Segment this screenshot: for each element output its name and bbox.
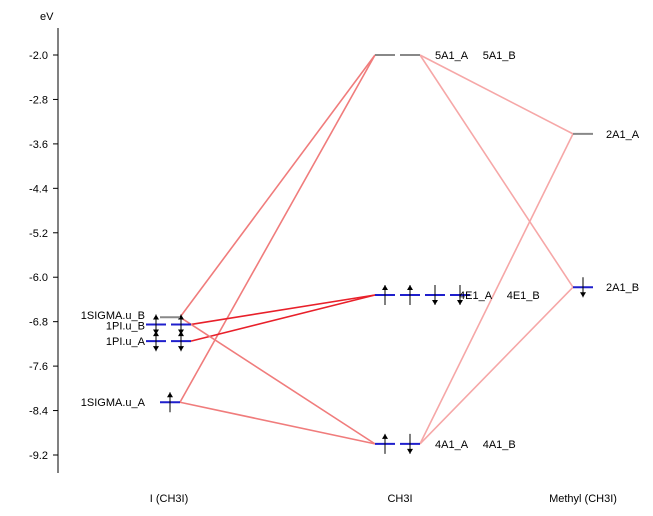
axis-unit-label: eV: [40, 11, 54, 23]
spin-down-arrowhead: [178, 346, 184, 352]
orbital-label: 4E1_A 4E1_B: [459, 290, 540, 302]
y-tick-label: -7.6: [29, 361, 48, 373]
connection-line: [419, 54, 574, 135]
orbital-level: [573, 277, 593, 298]
spin-up-arrowhead: [382, 433, 388, 439]
orbital-label: 5A1_A 5A1_B: [435, 50, 516, 62]
y-tick-label: -5.2: [29, 228, 48, 240]
connection-line: [179, 316, 376, 445]
orbital-level: [160, 392, 180, 413]
connection-line: [179, 54, 376, 318]
connection-line: [419, 54, 574, 288]
y-tick-label: -8.4: [29, 406, 48, 418]
orbital-level: [375, 433, 420, 454]
connection-line: [419, 286, 574, 445]
connection-line: [419, 133, 574, 445]
connection-line: [179, 54, 376, 403]
spin-down-arrowhead: [153, 329, 159, 335]
y-tick-label: -6.0: [29, 272, 48, 284]
spin-up-arrowhead: [382, 285, 388, 290]
spin-down-arrowhead: [153, 346, 159, 352]
spin-down-arrowhead: [178, 329, 184, 335]
column-label-iodine: I (CH3I): [150, 493, 189, 505]
orbital-label: 2A1_B: [606, 282, 639, 294]
orbital-label: 1PI.u_A: [106, 336, 146, 348]
column-label-ch3i: CH3I: [387, 493, 412, 505]
y-tick-label: -4.4: [29, 183, 48, 195]
spin-down-arrowhead: [407, 448, 413, 454]
y-tick-label: -6.8: [29, 317, 48, 329]
y-tick-label: -2.8: [29, 94, 48, 106]
spin-up-arrowhead: [407, 285, 413, 290]
orbital-level: [375, 285, 470, 305]
connection-line: [179, 401, 376, 445]
y-tick-label: -9.2: [29, 450, 48, 462]
spin-down-arrowhead: [432, 300, 438, 305]
orbital-level: [146, 314, 191, 335]
column-label-methyl: Methyl (CH3I): [549, 493, 617, 505]
spin-down-arrowhead: [580, 292, 586, 298]
connection-line: [190, 294, 376, 342]
spin-up-arrowhead: [167, 392, 173, 398]
orbital-label: 2A1_A: [606, 129, 640, 141]
orbital-connections: [179, 54, 574, 445]
orbital-label: 1PI.u_B: [106, 320, 145, 332]
y-tick-label: -2.0: [29, 50, 48, 62]
orbital-levels: [146, 54, 593, 454]
orbital-label: 1SIGMA.u_A: [81, 397, 146, 409]
orbital-level: [146, 331, 191, 352]
spin-down-arrowhead: [457, 300, 463, 305]
orbital-label: 1SIGMA.u_B: [81, 310, 145, 322]
y-axis-ticks: -2.0 -2.8 -3.6 -4.4 -5.2 -6.0 -6.8 -7.6 -8.4 -9.2: [29, 50, 58, 462]
connection-line: [190, 294, 376, 326]
orbital-label: 4A1_A 4A1_B: [435, 439, 516, 451]
y-tick-label: -3.6: [29, 139, 48, 151]
